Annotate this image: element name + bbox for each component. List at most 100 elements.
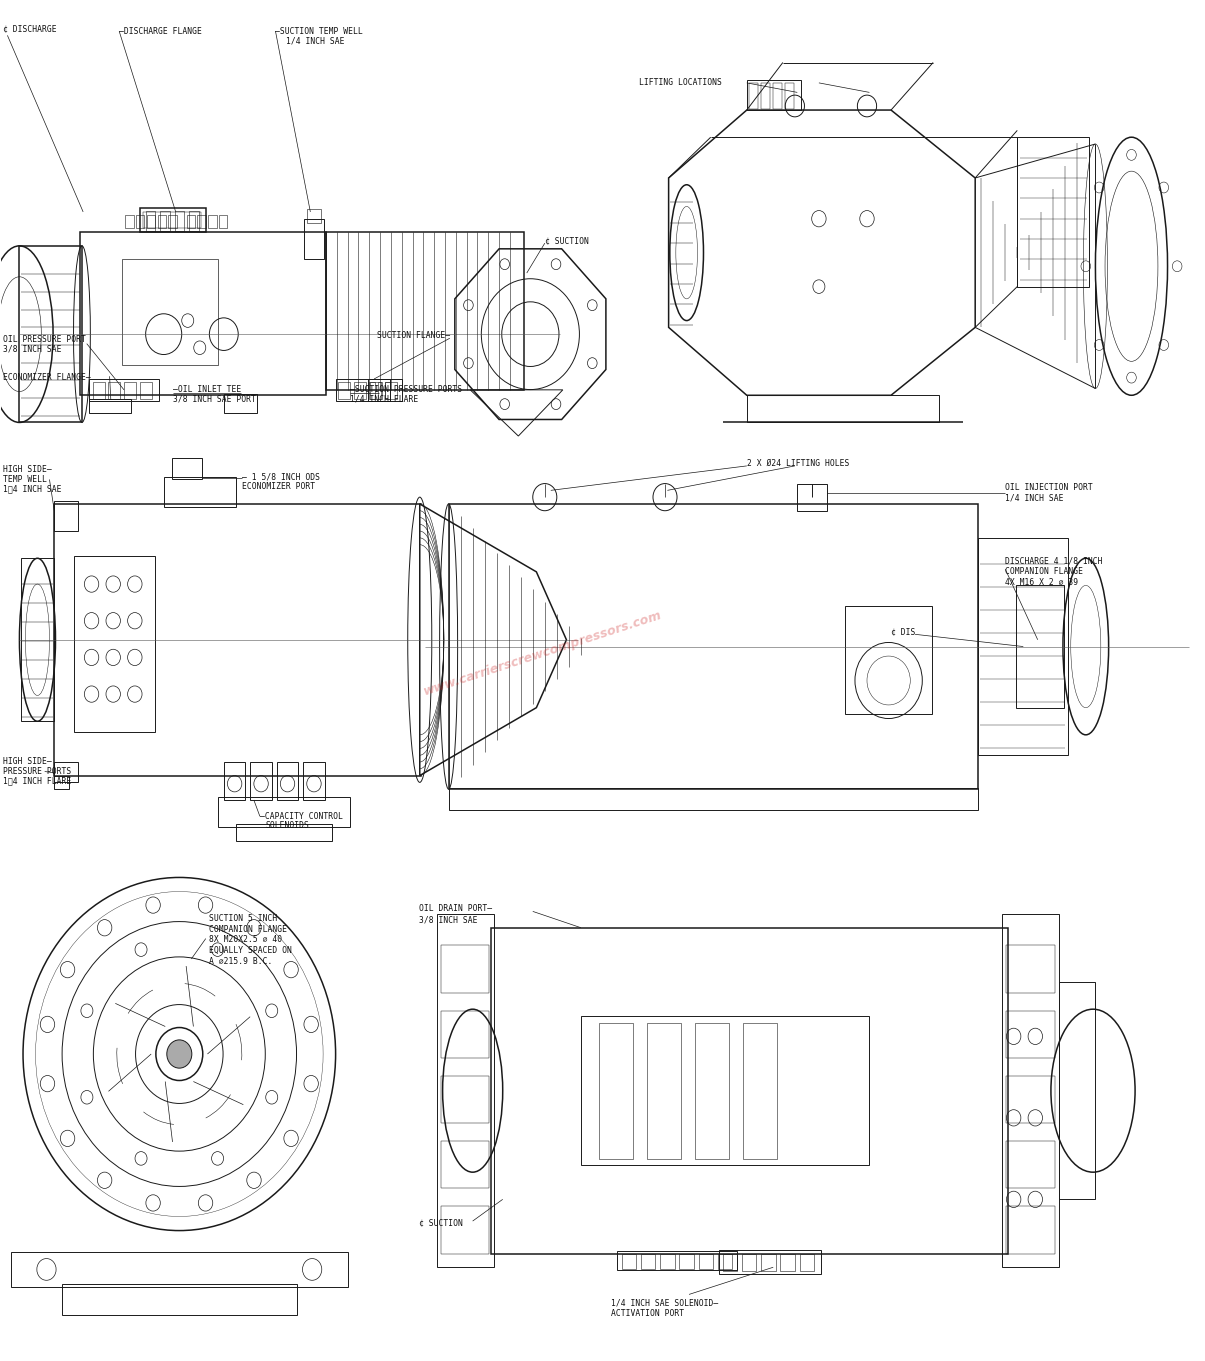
- Text: —SUCTION PRESSURE PORTS: —SUCTION PRESSURE PORTS: [349, 385, 463, 395]
- Bar: [781, 1253, 795, 1271]
- Bar: [719, 1249, 822, 1274]
- Bar: [143, 212, 201, 229]
- Bar: [1006, 1075, 1054, 1123]
- Bar: [80, 233, 327, 395]
- Bar: [224, 393, 258, 412]
- Bar: [136, 215, 145, 229]
- Bar: [1006, 946, 1054, 994]
- Bar: [774, 83, 782, 109]
- Bar: [641, 1253, 656, 1268]
- Bar: [327, 233, 524, 389]
- Text: OIL DRAIN PORT—: OIL DRAIN PORT—: [418, 904, 492, 913]
- Bar: [695, 1022, 729, 1158]
- Bar: [164, 476, 236, 506]
- Bar: [93, 381, 105, 399]
- Text: 3/8 INCH SAE: 3/8 INCH SAE: [2, 344, 61, 354]
- Bar: [54, 501, 78, 531]
- Bar: [147, 215, 155, 229]
- Bar: [750, 83, 758, 109]
- Bar: [622, 1253, 636, 1268]
- Text: 1/4 INCH SAE: 1/4 INCH SAE: [1005, 494, 1064, 504]
- Text: COMPANION FLANGE: COMPANION FLANGE: [210, 924, 287, 934]
- Bar: [251, 762, 272, 800]
- Text: —OIL INLET TEE: —OIL INLET TEE: [174, 385, 241, 395]
- Text: DISCHARGE 4 1/8 INCH: DISCHARGE 4 1/8 INCH: [1005, 557, 1103, 565]
- Bar: [122, 260, 218, 365]
- Bar: [977, 538, 1068, 755]
- Bar: [198, 215, 206, 229]
- Bar: [304, 762, 325, 800]
- Bar: [140, 208, 206, 233]
- Bar: [160, 211, 170, 231]
- Bar: [208, 215, 217, 229]
- Bar: [19, 246, 82, 422]
- Text: SUCTION FLANGE—: SUCTION FLANGE—: [377, 331, 449, 340]
- Bar: [187, 215, 195, 229]
- Bar: [441, 946, 489, 994]
- Bar: [20, 558, 54, 721]
- Text: 4X M16 X 2 ∅ 39: 4X M16 X 2 ∅ 39: [1005, 578, 1078, 587]
- Polygon shape: [419, 504, 566, 776]
- Circle shape: [166, 1040, 192, 1068]
- Text: —SUCTION TEMP WELL: —SUCTION TEMP WELL: [276, 27, 363, 35]
- Text: ¢ DISCHARGE: ¢ DISCHARGE: [2, 26, 57, 34]
- Bar: [236, 825, 333, 841]
- Text: 1/4 INCH SAE: 1/4 INCH SAE: [287, 37, 345, 45]
- Bar: [742, 1253, 757, 1271]
- Bar: [1059, 983, 1095, 1199]
- Bar: [218, 798, 349, 827]
- Bar: [1017, 137, 1089, 287]
- Text: 2 X Ø24 LIFTING HOLES: 2 X Ø24 LIFTING HOLES: [747, 459, 850, 468]
- Text: HIGH SIDE—: HIGH SIDE—: [2, 758, 52, 766]
- Text: 3/8 INCH SAE: 3/8 INCH SAE: [418, 915, 477, 924]
- Bar: [172, 457, 202, 479]
- Bar: [368, 378, 389, 400]
- Text: PRESSURE PORTS: PRESSURE PORTS: [2, 768, 71, 776]
- Bar: [448, 504, 977, 789]
- Bar: [490, 928, 1007, 1253]
- Text: 1⁄4 INCH FLARE: 1⁄4 INCH FLARE: [2, 777, 71, 785]
- Text: —DISCHARGE FLANGE: —DISCHARGE FLANGE: [119, 27, 202, 35]
- Bar: [54, 504, 421, 776]
- Bar: [11, 1252, 348, 1288]
- Bar: [175, 211, 184, 231]
- Text: ¢ DIS: ¢ DIS: [890, 629, 916, 637]
- Bar: [369, 381, 381, 399]
- Bar: [377, 381, 382, 399]
- Bar: [305, 219, 324, 260]
- Bar: [743, 1022, 777, 1158]
- Bar: [448, 788, 977, 810]
- Bar: [1016, 585, 1064, 708]
- Bar: [307, 210, 322, 223]
- Text: OIL PRESSURE PORT: OIL PRESSURE PORT: [2, 335, 86, 344]
- Bar: [680, 1253, 694, 1268]
- Bar: [786, 83, 794, 109]
- Bar: [54, 776, 69, 789]
- Bar: [224, 762, 246, 800]
- Bar: [1006, 1011, 1054, 1057]
- Bar: [1006, 1206, 1054, 1253]
- Text: SOLENOIDS: SOLENOIDS: [266, 821, 310, 830]
- Bar: [277, 762, 299, 800]
- Bar: [441, 1075, 489, 1123]
- Bar: [718, 1253, 733, 1268]
- Bar: [89, 399, 131, 412]
- Bar: [384, 381, 389, 399]
- Bar: [647, 1022, 681, 1158]
- Bar: [54, 762, 78, 783]
- Text: HIGH SIDE—: HIGH SIDE—: [2, 465, 52, 475]
- Bar: [219, 215, 228, 229]
- Text: ¢ SUCTION: ¢ SUCTION: [418, 1219, 463, 1228]
- Text: ACTIVATION PORT: ACTIVATION PORT: [611, 1309, 684, 1317]
- Bar: [125, 215, 134, 229]
- Bar: [441, 1206, 489, 1253]
- Bar: [1001, 915, 1059, 1267]
- Text: ECONOMIZER FLANGE—: ECONOMIZER FLANGE—: [2, 373, 90, 382]
- Bar: [846, 606, 931, 715]
- Bar: [108, 381, 121, 399]
- Bar: [581, 1015, 869, 1165]
- Bar: [370, 381, 375, 399]
- Bar: [146, 211, 155, 231]
- Bar: [124, 381, 136, 399]
- Text: www.carrierscrewcompressors.com: www.carrierscrewcompressors.com: [422, 608, 663, 698]
